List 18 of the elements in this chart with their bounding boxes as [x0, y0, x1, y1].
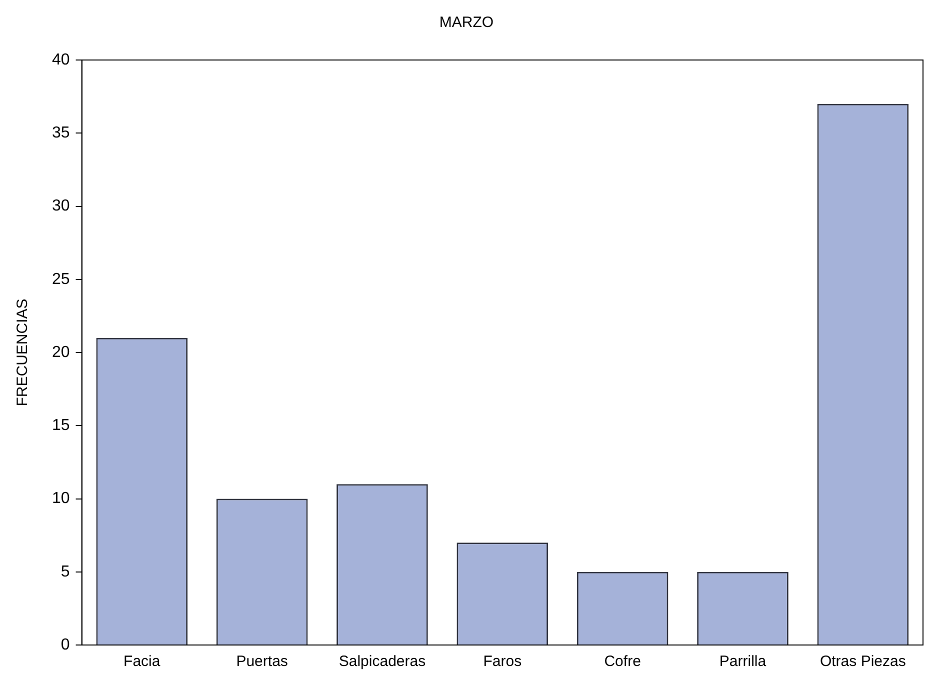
y-tick-label: 10	[52, 490, 70, 508]
chart-title: MARZO	[439, 14, 494, 32]
y-tick-label: 25	[52, 270, 70, 288]
x-tick-label: Otras Piezas	[820, 653, 906, 670]
x-tick-label: Cofre	[604, 653, 641, 670]
y-axis-title: FRECUENCIAS	[14, 298, 32, 406]
y-tick-label: 15	[52, 417, 70, 434]
x-tick-label: Faros	[483, 653, 522, 670]
x-tick-label: Facia	[124, 653, 161, 670]
x-tick-label: Puertas	[236, 653, 288, 670]
y-tick-label: 30	[52, 198, 70, 215]
y-tick-label: 20	[52, 344, 70, 361]
y-tick-label: 40	[52, 51, 70, 68]
y-tick-label: 35	[52, 124, 70, 142]
x-tick-label: Parrilla	[719, 653, 767, 670]
y-tick-label: 5	[60, 563, 70, 580]
x-tick-label: Salpicaderas	[338, 653, 426, 670]
y-tick-label: 0	[60, 636, 70, 654]
